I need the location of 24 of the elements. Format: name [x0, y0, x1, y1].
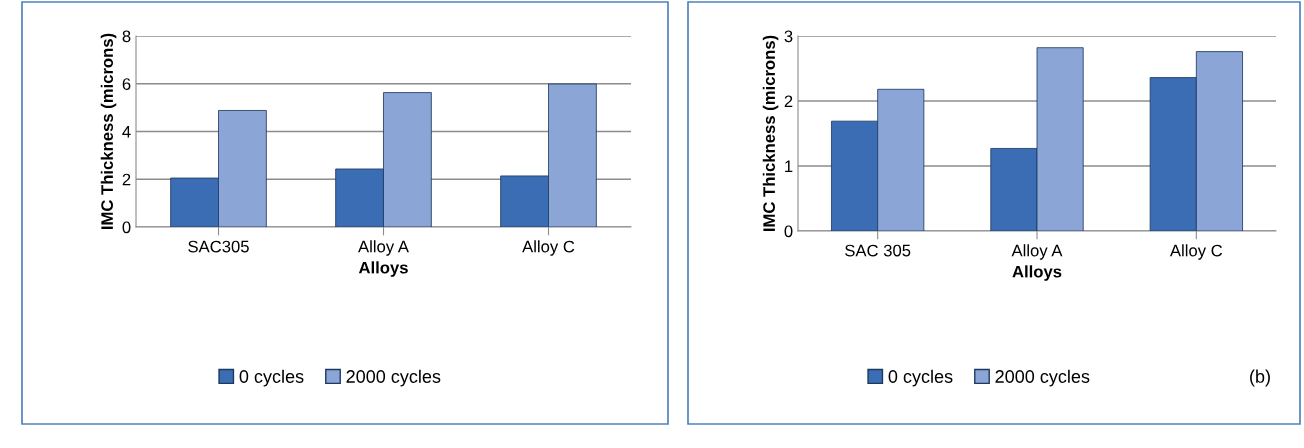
- y-tick-label: 8: [122, 30, 131, 43]
- y-tick-label: 3: [784, 30, 793, 43]
- y-tick-label: 6: [122, 78, 131, 90]
- x-axis-title: Alloys: [1012, 265, 1062, 281]
- x-axis-title: Alloys: [358, 261, 408, 277]
- x-tick-label: Alloy A: [358, 240, 409, 256]
- y-tick-label: 2: [784, 95, 793, 108]
- x-tick-label: SAC 305: [845, 244, 911, 257]
- legend-label: 0 cycles: [239, 369, 304, 387]
- x-tick-label: Alloy A: [1011, 244, 1063, 260]
- legend-label: 2000 cycles: [995, 369, 1090, 387]
- y-tick-label: 0: [122, 221, 131, 234]
- x-tick-label: Alloy C: [1169, 244, 1223, 260]
- y-tick-label: 1: [785, 160, 793, 173]
- x-tick-label: SAC305: [188, 240, 249, 253]
- legend-label: 2000 cycles: [346, 369, 441, 387]
- legend-label: 0 cycles: [888, 369, 953, 387]
- x-tick-label: Alloy C: [522, 240, 575, 256]
- y-axis-title: IMC Thickness (microns): [100, 33, 117, 230]
- y-tick-label: 2: [122, 173, 131, 186]
- y-axis-title: IMC Thickness (microns): [762, 35, 779, 232]
- y-tick-label: 4: [122, 126, 131, 138]
- y-tick-label: 0: [784, 225, 793, 238]
- text: (b): [1250, 369, 1270, 387]
